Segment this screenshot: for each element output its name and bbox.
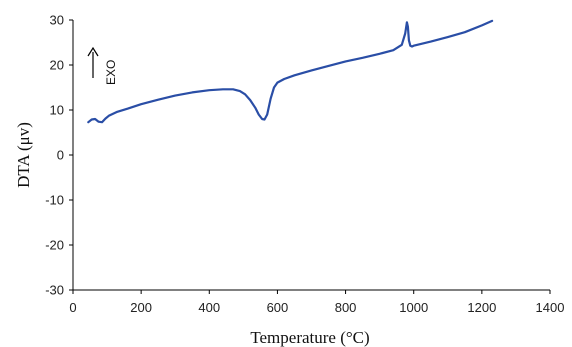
y-tick-label: 0 [57, 148, 64, 163]
x-tick-label: 400 [198, 300, 220, 315]
series-line [87, 19, 494, 124]
x-tick-label: 1400 [536, 300, 565, 315]
x-tick-label: 200 [130, 300, 152, 315]
y-axis-title: DTA (μv) [14, 122, 33, 188]
x-ticks: 0 200 400 600 800 1000 1200 1400 [69, 290, 564, 315]
exo-arrow-head [87, 46, 99, 57]
x-tick-label: 1200 [467, 300, 496, 315]
x-axis-title: Temperature (°C) [250, 328, 369, 347]
x-tick-label: 1000 [399, 300, 428, 315]
y-tick-label: 30 [50, 13, 64, 28]
y-tick-label: -20 [45, 238, 64, 253]
x-tick-label: 0 [69, 300, 76, 315]
y-ticks: 30 20 10 0 -10 -20 -30 [45, 13, 73, 298]
exo-label: EXO [104, 60, 118, 85]
y-tick-label: 10 [50, 103, 64, 118]
exo-annotation: EXO [87, 46, 118, 85]
y-tick-label: -30 [45, 283, 64, 298]
y-tick-label: 20 [50, 58, 64, 73]
x-tick-label: 800 [335, 300, 357, 315]
x-tick-label: 600 [267, 300, 289, 315]
plot-area: 30 20 10 0 -10 -20 -30 0 200 400 600 800 1000 1200 14… [45, 13, 564, 316]
y-tick-label: -10 [45, 193, 64, 208]
